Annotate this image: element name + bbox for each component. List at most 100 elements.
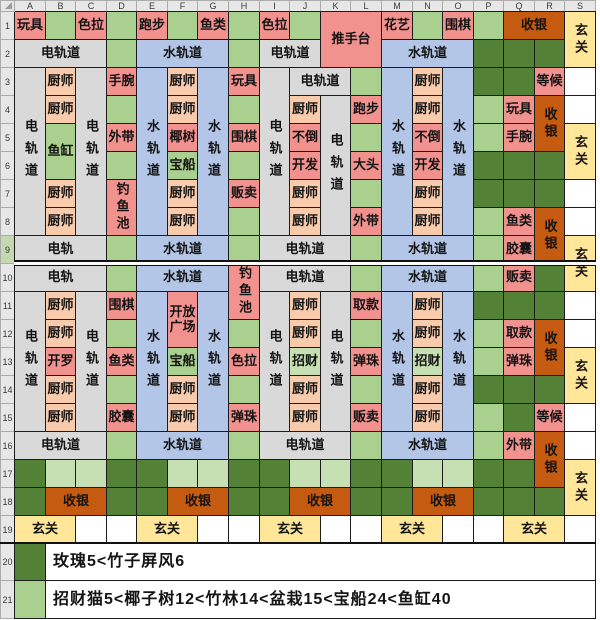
cell-N18[interactable]: 收银 [412, 487, 474, 516]
cell-Q9[interactable]: 胶囊 [503, 235, 535, 264]
cell-A2[interactable]: 电轨道 [14, 39, 107, 68]
cell-B20[interactable]: 玫瑰5<竹子屏风6 [45, 543, 596, 581]
cell-Q10[interactable]: 贩卖 [503, 263, 535, 292]
cell-R18[interactable] [534, 487, 565, 516]
cell-P15[interactable] [473, 403, 504, 432]
cell-P18[interactable] [473, 487, 504, 516]
cell-I11[interactable]: 电轨道 [259, 291, 290, 432]
cell-R6[interactable] [534, 151, 565, 180]
cell-P7[interactable] [473, 179, 504, 208]
cell-B12[interactable]: 厨师 [45, 319, 76, 348]
cell-J5[interactable]: 不倒 [289, 123, 321, 152]
cell-A11[interactable]: 电轨道 [14, 291, 46, 432]
cell-E19[interactable]: 玄关 [136, 515, 198, 544]
cell-N6[interactable]: 开发 [412, 151, 443, 180]
cell-P13[interactable] [473, 347, 504, 376]
cell-E11[interactable]: 水轨道 [136, 291, 168, 432]
cell-F6[interactable]: 宝船 [167, 151, 198, 180]
cell-O3[interactable]: 水轨道 [442, 67, 474, 236]
cell-I19[interactable]: 玄关 [259, 515, 321, 544]
cell-P12[interactable] [473, 319, 504, 348]
cell-L12[interactable] [350, 319, 382, 348]
cell-S16[interactable] [564, 431, 596, 460]
cell-H17[interactable] [228, 459, 260, 488]
cell-I17[interactable] [259, 459, 290, 488]
cell-S8[interactable] [564, 207, 596, 236]
cell-P17[interactable] [473, 459, 504, 488]
cell-H16[interactable] [228, 431, 260, 460]
cell-E16[interactable]: 水轨道 [136, 431, 229, 460]
cell-Q18[interactable] [503, 487, 535, 516]
cell-S13[interactable]: 玄关 [564, 347, 596, 404]
cell-Q6[interactable] [503, 151, 535, 180]
cell-R15[interactable]: 等候 [534, 403, 565, 432]
cell-J3[interactable]: 电轨道 [289, 67, 351, 96]
cell-M18[interactable] [381, 487, 413, 516]
cell-P3[interactable] [473, 67, 504, 96]
cell-R16[interactable]: 收银 [534, 431, 565, 488]
cell-M19[interactable]: 玄关 [381, 515, 443, 544]
cell-R12[interactable]: 收银 [534, 319, 565, 376]
cell-L17[interactable] [350, 459, 382, 488]
cell-M11[interactable]: 水轨道 [381, 291, 413, 432]
cell-I3[interactable]: 电轨道 [259, 67, 290, 236]
cell-H15[interactable]: 弹珠 [228, 403, 260, 432]
cell-E18[interactable] [136, 487, 168, 516]
cell-F4[interactable]: 厨师 [167, 95, 198, 124]
cell-I10[interactable]: 电轨道 [259, 263, 351, 292]
cell-P4[interactable] [473, 95, 504, 124]
cell-F11[interactable]: 开放广场 [167, 291, 198, 348]
cell-B18[interactable]: 收银 [45, 487, 107, 516]
cell-J15[interactable]: 厨师 [289, 403, 321, 432]
cell-L18[interactable] [350, 487, 382, 516]
cell-O1[interactable]: 围棋 [442, 11, 474, 40]
cell-S7[interactable] [564, 179, 596, 208]
cell-F13[interactable]: 宝船 [167, 347, 198, 376]
cell-O19[interactable] [442, 515, 474, 544]
cell-H2[interactable] [228, 39, 260, 68]
cell-D19[interactable] [106, 515, 137, 544]
cell-F8[interactable]: 厨师 [167, 207, 198, 236]
cell-M16[interactable]: 水轨道 [381, 431, 474, 460]
cell-J12[interactable]: 厨师 [289, 319, 321, 348]
cell-S5[interactable]: 玄关 [564, 123, 596, 180]
cell-D13[interactable]: 鱼类 [106, 347, 137, 376]
cell-B13[interactable]: 开罗 [45, 347, 76, 376]
cell-K17[interactable] [320, 459, 351, 488]
cell-H18[interactable] [228, 487, 260, 516]
cell-H3[interactable]: 玩具 [228, 67, 260, 96]
cell-Q16[interactable]: 外带 [503, 431, 535, 460]
cell-D11[interactable]: 围棋 [106, 291, 137, 320]
cell-Q11[interactable] [503, 291, 535, 320]
cell-Q7[interactable] [503, 179, 535, 208]
cell-D10[interactable] [106, 263, 137, 292]
cell-B3[interactable]: 厨师 [45, 67, 76, 96]
cell-B7[interactable]: 厨师 [45, 179, 76, 208]
cell-G11[interactable]: 水轨道 [197, 291, 229, 432]
cell-R2[interactable] [534, 39, 565, 68]
cell-L14[interactable] [350, 375, 382, 404]
cell-J18[interactable]: 收银 [289, 487, 351, 516]
cell-N11[interactable]: 厨师 [412, 291, 443, 320]
cell-N5[interactable]: 不倒 [412, 123, 443, 152]
cell-L4[interactable]: 跑步 [350, 95, 382, 124]
cell-H13[interactable]: 色拉 [228, 347, 260, 376]
cell-N1[interactable] [412, 11, 443, 40]
cell-S11[interactable] [564, 291, 596, 320]
cell-A16[interactable]: 电轨道 [14, 431, 107, 460]
cell-P8[interactable] [473, 207, 504, 236]
cell-G17[interactable] [197, 459, 229, 488]
cell-P10[interactable] [473, 263, 504, 292]
cell-Q12[interactable]: 取款 [503, 319, 535, 348]
cell-L10[interactable] [350, 263, 382, 292]
cell-N14[interactable]: 厨师 [412, 375, 443, 404]
cell-E2[interactable]: 水轨道 [136, 39, 229, 68]
cell-N8[interactable]: 厨师 [412, 207, 443, 236]
cell-S4[interactable] [564, 95, 596, 124]
cell-C17[interactable] [75, 459, 107, 488]
cell-G3[interactable]: 水轨道 [197, 67, 229, 236]
cell-D6[interactable] [106, 151, 137, 180]
cell-S15[interactable] [564, 403, 596, 432]
cell-L13[interactable]: 弹珠 [350, 347, 382, 376]
cell-A21[interactable] [14, 580, 46, 619]
